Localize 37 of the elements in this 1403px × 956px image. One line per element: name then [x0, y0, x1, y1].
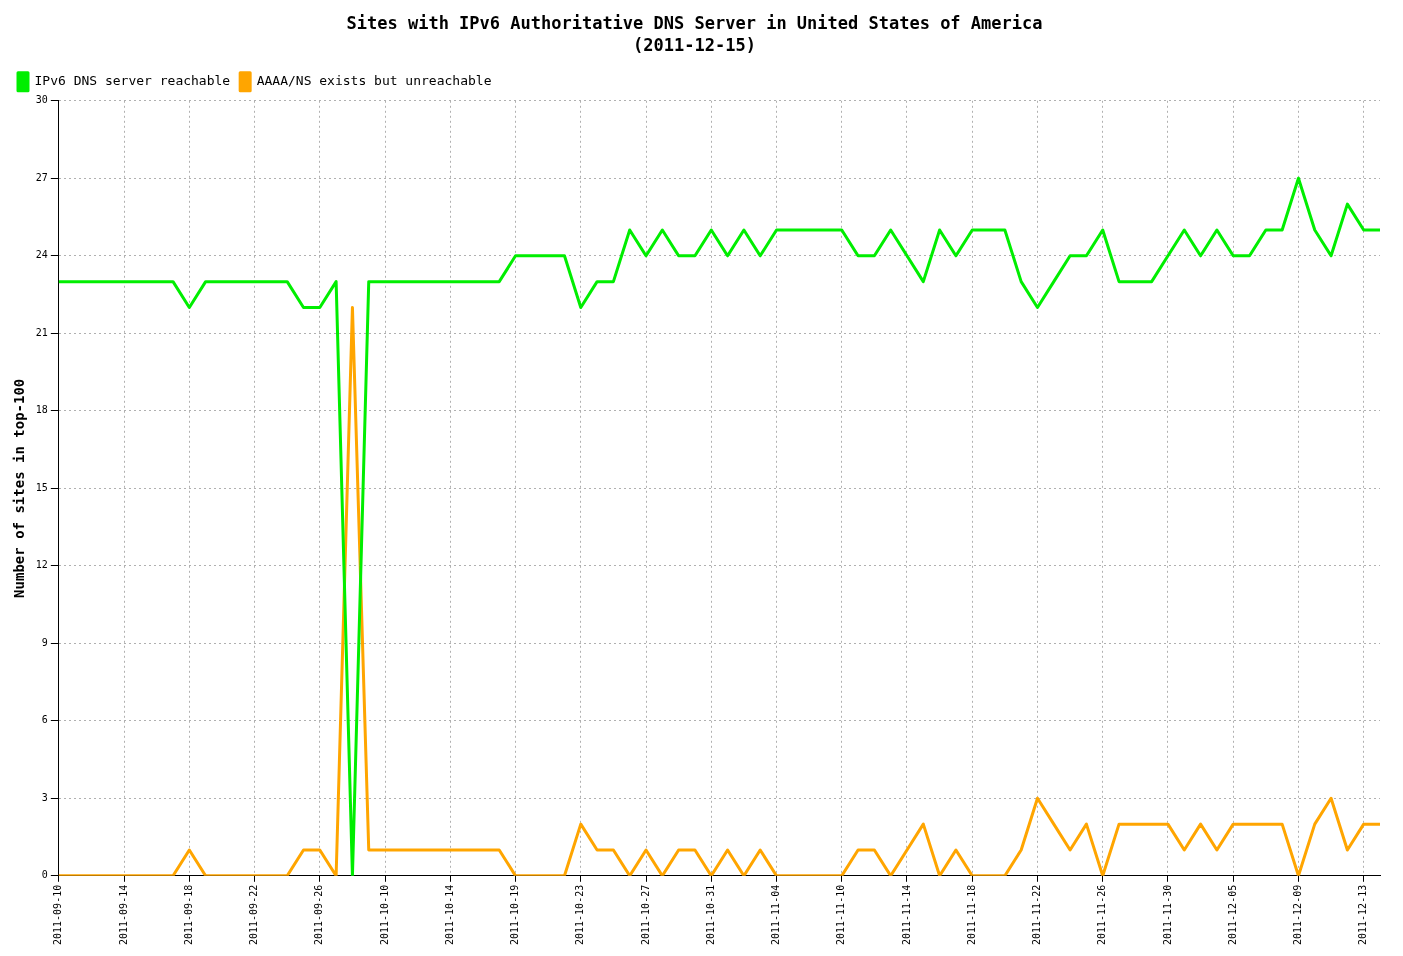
x-tick-label: 2011-11-30 [1161, 884, 1173, 946]
x-tick-label: 2011-10-23 [574, 884, 586, 946]
x-tick-label: 2011-10-19 [509, 884, 521, 946]
y-tick-label: 3 [41, 791, 48, 803]
y-tick-label: 21 [35, 326, 48, 338]
legend-label: AAAA/NS exists but unreachable [256, 73, 492, 89]
x-tick-label: 2011-09-26 [313, 884, 325, 946]
x-tick-label: 2011-11-18 [965, 884, 977, 946]
x-tick-label: 2011-09-22 [248, 884, 260, 946]
x-tick-label: 2011-09-18 [182, 884, 194, 946]
x-tick-label: 2011-09-10 [52, 884, 64, 946]
x-tick-label: 2011-11-04 [770, 884, 782, 946]
y-tick-label: 12 [35, 559, 48, 571]
y-tick-label: 24 [35, 249, 48, 261]
x-tick-label: 2011-10-14 [443, 884, 455, 946]
y-tick-label: 27 [35, 171, 48, 183]
y-tick-label: 18 [35, 404, 48, 416]
x-tick-label: 2011-10-10 [378, 884, 390, 946]
x-tick-label: 2011-11-14 [900, 884, 912, 946]
x-tick-label: 2011-11-10 [835, 884, 847, 946]
y-tick-label: 30 [35, 94, 48, 106]
y-tick-label: 6 [41, 714, 48, 726]
y-tick-label: 15 [35, 481, 48, 493]
y-axis-title: Number of sites in top-100 [11, 378, 28, 598]
x-tick-label: 2011-12-13 [1357, 884, 1369, 946]
chart-subtitle: (2011-12-15) [633, 35, 756, 56]
x-tick-label: 2011-12-09 [1292, 884, 1304, 946]
x-tick-label: 2011-09-14 [117, 884, 129, 946]
x-tick-label: 2011-11-22 [1031, 884, 1043, 946]
y-tick-label: 0 [41, 869, 48, 881]
x-tick-label: 2011-12-05 [1226, 884, 1238, 946]
x-tick-label: 2011-10-31 [704, 884, 716, 946]
x-tick-label: 2011-10-27 [639, 884, 651, 946]
y-tick-label: 9 [41, 636, 48, 648]
legend-label: IPv6 DNS server reachable [34, 73, 231, 89]
x-tick-label: 2011-11-26 [1096, 884, 1108, 946]
chart-title: Sites with IPv6 Authoritative DNS Server in United States of America [346, 12, 1043, 33]
